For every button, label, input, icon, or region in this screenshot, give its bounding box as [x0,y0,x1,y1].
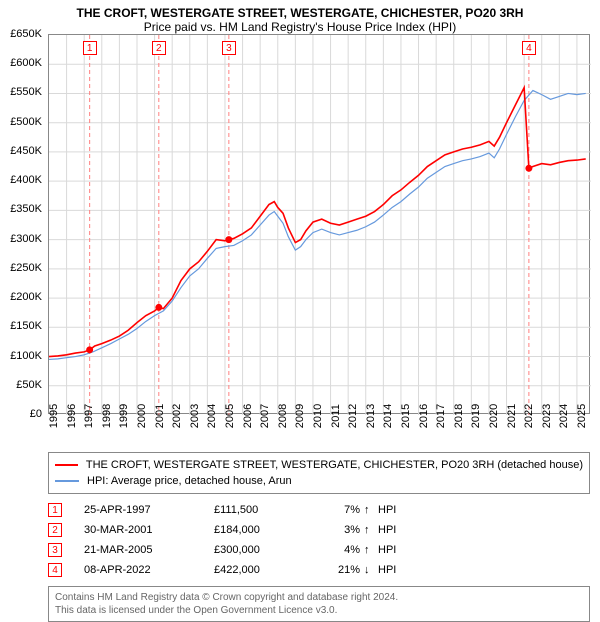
x-tick-label: 1999 [118,404,130,428]
chart-wrap: £0£50K£100K£150K£200K£250K£300K£350K£400… [0,34,600,414]
x-tick-label: 2025 [576,404,588,428]
x-tick-label: 2024 [558,404,570,428]
chart-marker-4: 4 [522,41,536,55]
x-tick-label: 2023 [541,404,553,428]
x-tick-label: 2012 [347,404,359,428]
x-tick-label: 2011 [330,404,342,428]
tx-diff: 7% [304,504,364,516]
y-tick-label: £500K [10,116,42,128]
x-tick-label: 2007 [259,404,271,428]
chart-title-block: THE CROFT, WESTERGATE STREET, WESTERGATE… [0,0,600,34]
tx-price: £300,000 [214,544,304,556]
y-tick-label: £600K [10,57,42,69]
x-tick-label: 2017 [435,404,447,428]
chart-plot-area: 1 2 3 4 [48,34,590,414]
y-tick-label: £550K [10,86,42,98]
x-tick-label: 2015 [400,404,412,428]
y-tick-label: £650K [10,28,42,40]
tx-marker: 1 [48,503,62,517]
footer-line-2: This data is licensed under the Open Gov… [55,604,583,617]
transactions-table: 125-APR-1997£111,5007%↑HPI230-MAR-2001£1… [48,500,590,580]
tx-price: £422,000 [214,564,304,576]
y-tick-label: £200K [10,291,42,303]
x-tick-label: 1996 [66,404,78,428]
attribution-footer: Contains HM Land Registry data © Crown c… [48,586,590,622]
y-tick-label: £400K [10,174,42,186]
x-tick-label: 2003 [189,404,201,428]
legend-label: THE CROFT, WESTERGATE STREET, WESTERGATE… [86,459,583,471]
x-tick-label: 2020 [488,404,500,428]
x-tick-label: 2009 [294,404,306,428]
tx-date: 21-MAR-2005 [84,544,214,556]
tx-diff: 3% [304,524,364,536]
x-tick-label: 2005 [224,404,236,428]
tx-arrow-icon: ↑ [364,524,378,536]
transaction-row: 3 21-MAR-2005£300,0004%↑HPI [48,540,590,560]
x-tick-label: 1997 [83,404,95,428]
tx-marker: 2 [48,523,62,537]
y-tick-label: £450K [10,145,42,157]
y-tick-label: £350K [10,203,42,215]
y-tick-label: £0 [30,408,42,420]
x-tick-label: 2018 [453,404,465,428]
legend-swatch [55,464,78,466]
tx-vs-label: HPI [378,524,418,536]
y-axis-labels: £0£50K£100K£150K£200K£250K£300K£350K£400… [0,34,46,414]
y-tick-label: £100K [10,350,42,362]
tx-diff: 21% [304,564,364,576]
x-tick-label: 1995 [48,404,60,428]
y-tick-label: £150K [10,320,42,332]
tx-date: 08-APR-2022 [84,564,214,576]
y-tick-label: £50K [16,379,42,391]
legend-item: THE CROFT, WESTERGATE STREET, WESTERGATE… [55,457,583,473]
x-tick-label: 2002 [171,404,183,428]
tx-date: 30-MAR-2001 [84,524,214,536]
x-tick-label: 2013 [365,404,377,428]
tx-vs-label: HPI [378,504,418,516]
x-tick-label: 2008 [277,404,289,428]
title-line-1: THE CROFT, WESTERGATE STREET, WESTERGATE… [0,6,600,20]
tx-date: 25-APR-1997 [84,504,214,516]
transaction-row: 1 25-APR-1997£111,5007%↑HPI [48,500,590,520]
x-tick-label: 2022 [523,404,535,428]
tx-arrow-icon: ↓ [364,564,378,576]
footer-line-1: Contains HM Land Registry data © Crown c… [55,591,583,604]
tx-diff: 4% [304,544,364,556]
x-axis-labels: 1995199619971998199920002001200220032004… [48,414,590,448]
tx-marker: 3 [48,543,62,557]
x-tick-label: 2019 [470,404,482,428]
tx-arrow-icon: ↑ [364,544,378,556]
tx-price: £111,500 [214,504,304,516]
x-tick-label: 2016 [418,404,430,428]
x-tick-label: 2004 [206,404,218,428]
y-tick-label: £300K [10,233,42,245]
chart-marker-2: 2 [152,41,166,55]
chart-marker-3: 3 [222,41,236,55]
x-tick-label: 2006 [242,404,254,428]
transaction-row: 2 30-MAR-2001£184,0003%↑HPI [48,520,590,540]
x-tick-label: 2000 [136,404,148,428]
x-tick-label: 2021 [506,404,518,428]
legend: THE CROFT, WESTERGATE STREET, WESTERGATE… [48,452,590,494]
legend-swatch [55,480,79,482]
x-tick-label: 2014 [382,404,394,428]
chart-svg [49,35,591,415]
x-tick-label: 2001 [154,404,166,428]
tx-marker: 4 [48,563,62,577]
chart-marker-1: 1 [83,41,97,55]
tx-arrow-icon: ↑ [364,504,378,516]
title-line-2: Price paid vs. HM Land Registry's House … [0,20,600,34]
y-tick-label: £250K [10,262,42,274]
x-tick-label: 1998 [101,404,113,428]
legend-item: HPI: Average price, detached house, Arun [55,473,583,489]
transaction-row: 4 08-APR-2022£422,00021%↓HPI [48,560,590,580]
x-tick-label: 2010 [312,404,324,428]
tx-vs-label: HPI [378,544,418,556]
legend-label: HPI: Average price, detached house, Arun [87,475,292,487]
tx-price: £184,000 [214,524,304,536]
tx-vs-label: HPI [378,564,418,576]
